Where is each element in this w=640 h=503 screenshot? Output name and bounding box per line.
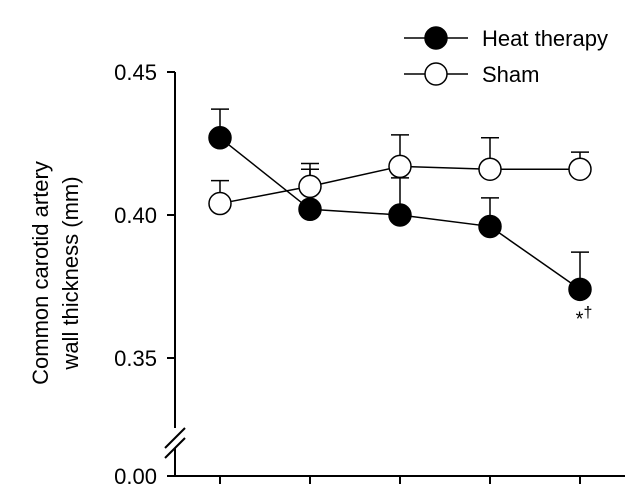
point-heat-5 bbox=[568, 277, 592, 302]
y-axis-label-line-2: wall thickness (mm) bbox=[58, 176, 83, 370]
plot-layer bbox=[208, 108, 592, 302]
y-axis-label-line-1: Common carotid artery bbox=[28, 161, 53, 385]
point-heat-3 bbox=[388, 203, 412, 227]
y-tick-label-0.40: 0.40 bbox=[114, 203, 157, 228]
point-heat-2 bbox=[298, 197, 322, 222]
y-tick-label-0.00: 0.00 bbox=[114, 464, 157, 489]
axis-break-mark-1 bbox=[164, 427, 186, 449]
legend-marker-heat bbox=[424, 26, 448, 50]
legend-label-heat: Heat therapy bbox=[482, 26, 608, 51]
legend-marker-sham bbox=[424, 62, 448, 86]
y-tick-label-0.35: 0.35 bbox=[114, 346, 157, 371]
point-sham-4 bbox=[478, 157, 502, 181]
point-heat-1 bbox=[208, 126, 232, 150]
significance-star: * bbox=[576, 308, 584, 330]
significance-annotation: *† bbox=[576, 304, 593, 330]
legend-label-sham: Sham bbox=[482, 62, 539, 87]
point-heat-4 bbox=[478, 214, 502, 239]
significance-dagger: † bbox=[583, 304, 592, 321]
point-sham-5 bbox=[568, 157, 592, 181]
point-sham-2 bbox=[298, 174, 322, 199]
legend: Heat therapy Sham bbox=[404, 26, 608, 87]
y-tick-label-0.45: 0.45 bbox=[114, 60, 157, 85]
point-sham-1 bbox=[208, 191, 232, 216]
point-sham-3 bbox=[388, 154, 412, 179]
